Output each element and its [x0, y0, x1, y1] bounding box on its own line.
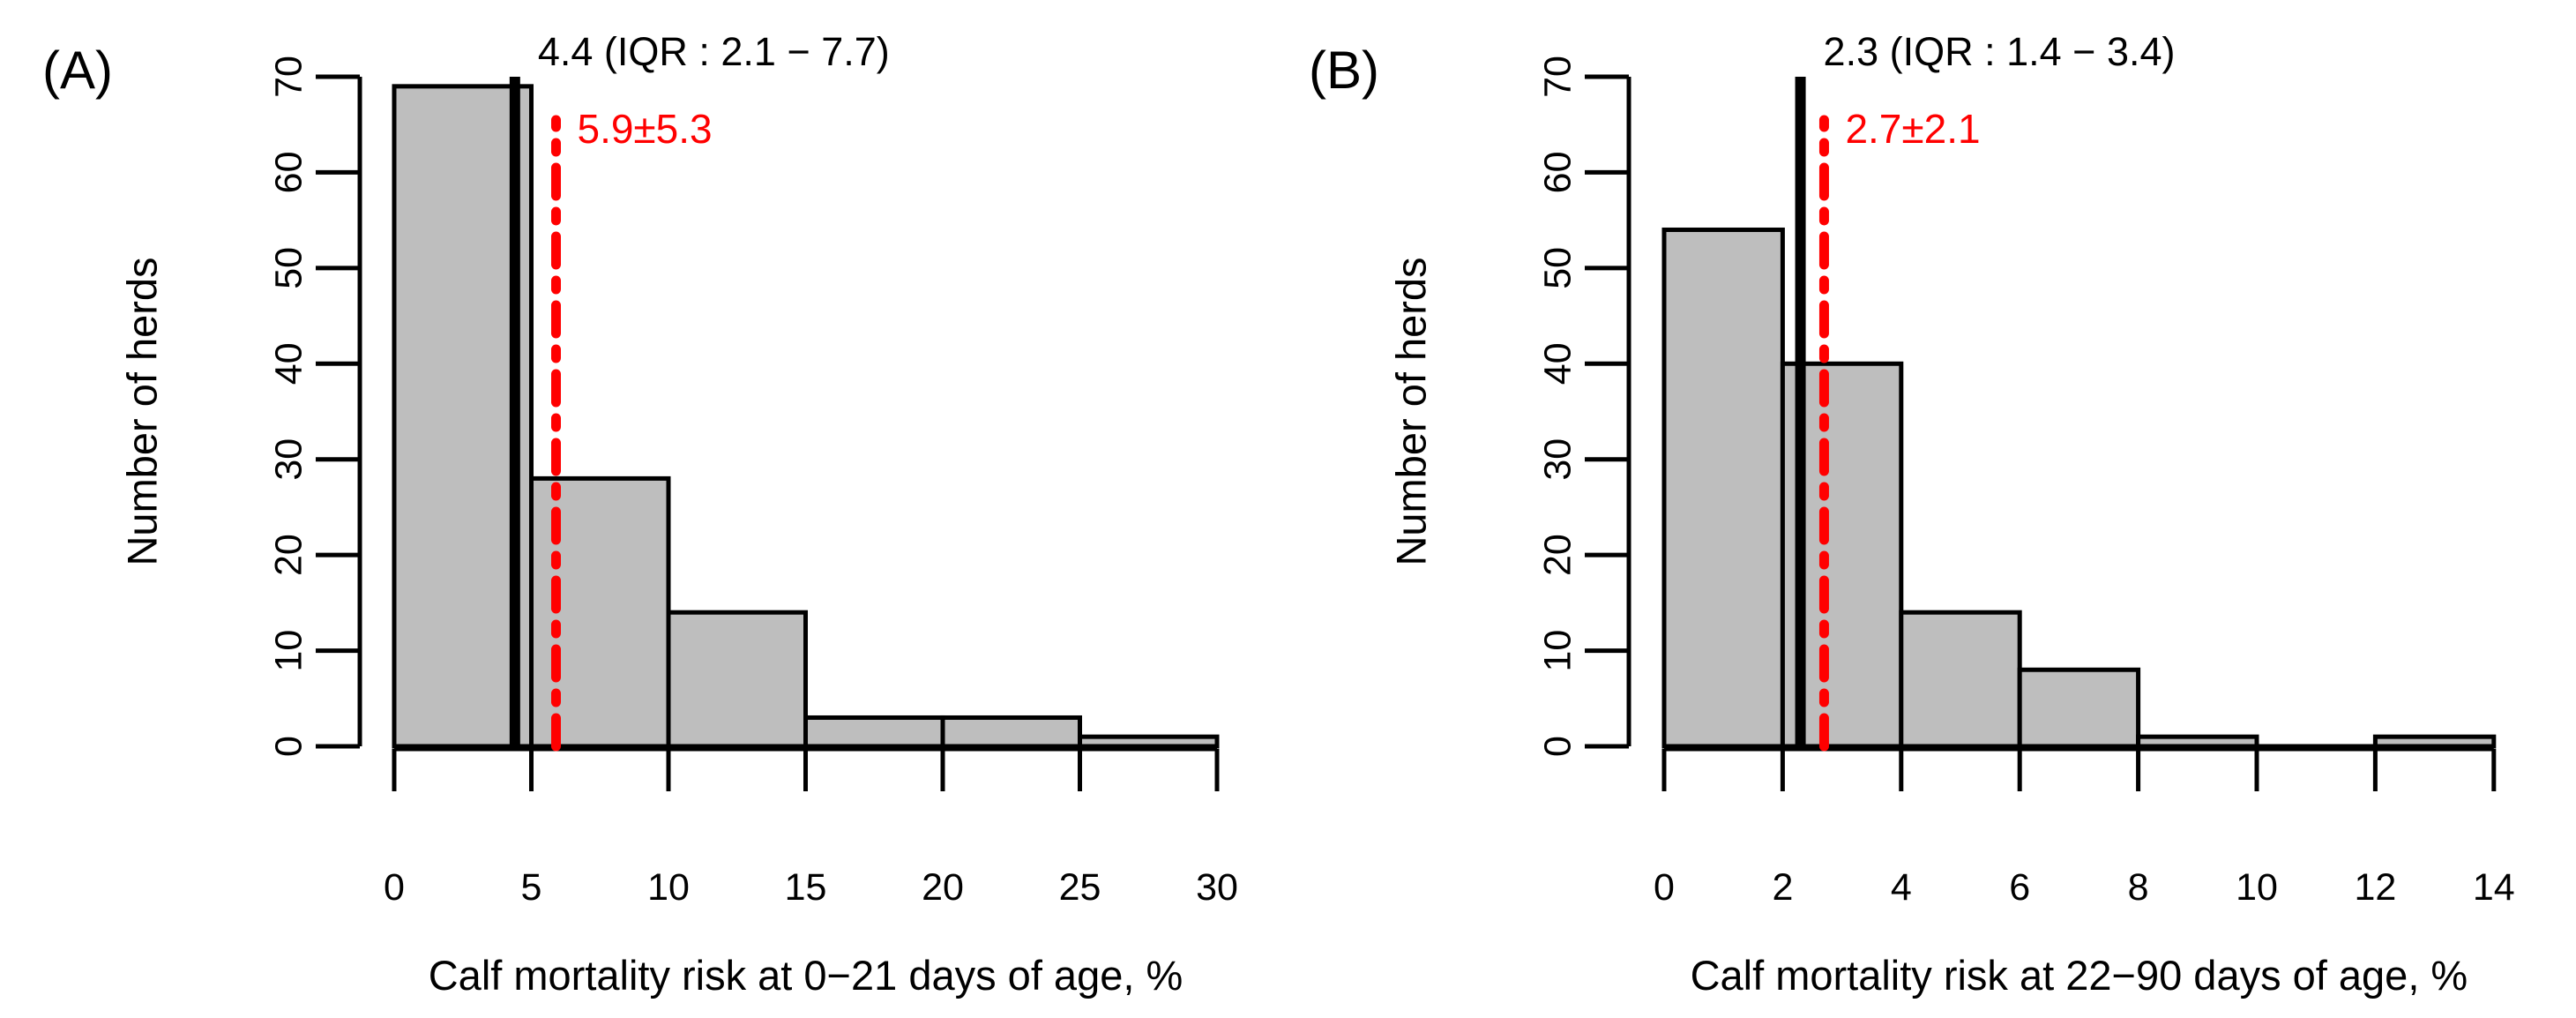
- panel-label: (B): [1309, 41, 1379, 100]
- median-annotation: 2.3 (IQR : 1.4 − 3.4): [1824, 29, 2176, 74]
- panel-label: (A): [42, 41, 113, 100]
- y-tick-label: 50: [267, 247, 310, 289]
- x-tick-label: 10: [2236, 866, 2278, 909]
- x-tick-label: 12: [2354, 866, 2396, 909]
- x-axis-title: Calf mortality risk at 0−21 days of age,…: [429, 952, 1183, 999]
- histogram-bar: [1078, 734, 1220, 749]
- x-tick-label: 8: [2128, 866, 2149, 909]
- y-tick-label: 10: [1536, 630, 1579, 672]
- x-tick-label: 0: [384, 866, 405, 909]
- mean-annotation: 5.9±5.3: [577, 106, 712, 152]
- y-tick-label: 10: [267, 630, 310, 672]
- x-tick-label: 4: [1891, 866, 1912, 909]
- histogram-bar: [392, 84, 534, 749]
- histogram-bar: [2372, 734, 2497, 749]
- y-tick-label: 60: [1536, 151, 1579, 193]
- y-tick-label: 20: [267, 534, 310, 576]
- y-axis-title: Number of herds: [118, 257, 165, 565]
- y-tick-label: 50: [1536, 247, 1579, 289]
- histogram-bar: [1661, 227, 1785, 749]
- histogram-bar: [666, 610, 808, 749]
- y-tick-label: 40: [1536, 342, 1579, 385]
- y-axis-title: Number of herds: [1387, 257, 1434, 565]
- y-tick-label: 70: [1536, 56, 1579, 98]
- y-tick-label: 40: [267, 342, 310, 385]
- x-tick-label: 14: [2473, 866, 2515, 909]
- x-tick-label: 10: [647, 866, 690, 909]
- x-tick-label: 6: [2009, 866, 2030, 909]
- histogram-bar: [2136, 734, 2259, 749]
- x-tick-label: 25: [1059, 866, 1101, 909]
- histogram-bar: [803, 715, 945, 749]
- y-tick-label: 70: [267, 56, 310, 98]
- histogram-bar: [940, 715, 1082, 749]
- x-tick-label: 5: [521, 866, 542, 909]
- y-tick-label: 0: [1536, 736, 1579, 757]
- mean-annotation: 2.7±2.1: [1845, 106, 1980, 152]
- x-tick-label: 15: [785, 866, 827, 909]
- histogram-bar: [1899, 610, 2022, 749]
- x-axis-title: Calf mortality risk at 22−90 days of age…: [1691, 952, 2468, 999]
- y-tick-label: 20: [1536, 534, 1579, 576]
- x-tick-label: 30: [1196, 866, 1238, 909]
- y-tick-label: 60: [267, 151, 310, 193]
- y-tick-label: 30: [1536, 438, 1579, 481]
- x-tick-label: 2: [1772, 866, 1793, 909]
- x-tick-label: 20: [922, 866, 964, 909]
- y-tick-label: 0: [267, 736, 310, 757]
- x-tick-label: 0: [1654, 866, 1675, 909]
- median-annotation: 4.4 (IQR : 2.1 − 7.7): [538, 29, 890, 74]
- histogram-bar: [2017, 667, 2141, 749]
- y-tick-label: 30: [267, 438, 310, 481]
- histogram-panel: (A) 0 10 20 30 40 50 60 70 0 5 10 15 20 25 30 Calf morta…: [42, 29, 1238, 999]
